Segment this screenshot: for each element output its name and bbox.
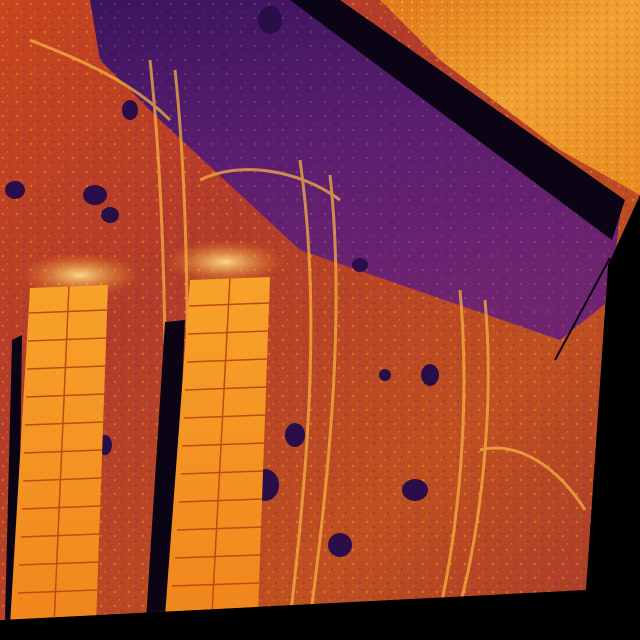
hot-spot (165, 240, 285, 284)
utility-pole-shadow (290, 0, 625, 240)
dirt-road-texture (90, 0, 620, 340)
wire-shadow (554, 257, 611, 361)
solar-panel-row (165, 277, 270, 616)
hot-field-texture (380, 0, 640, 195)
hot-spot (20, 253, 140, 297)
solar-panel-row (10, 285, 108, 620)
